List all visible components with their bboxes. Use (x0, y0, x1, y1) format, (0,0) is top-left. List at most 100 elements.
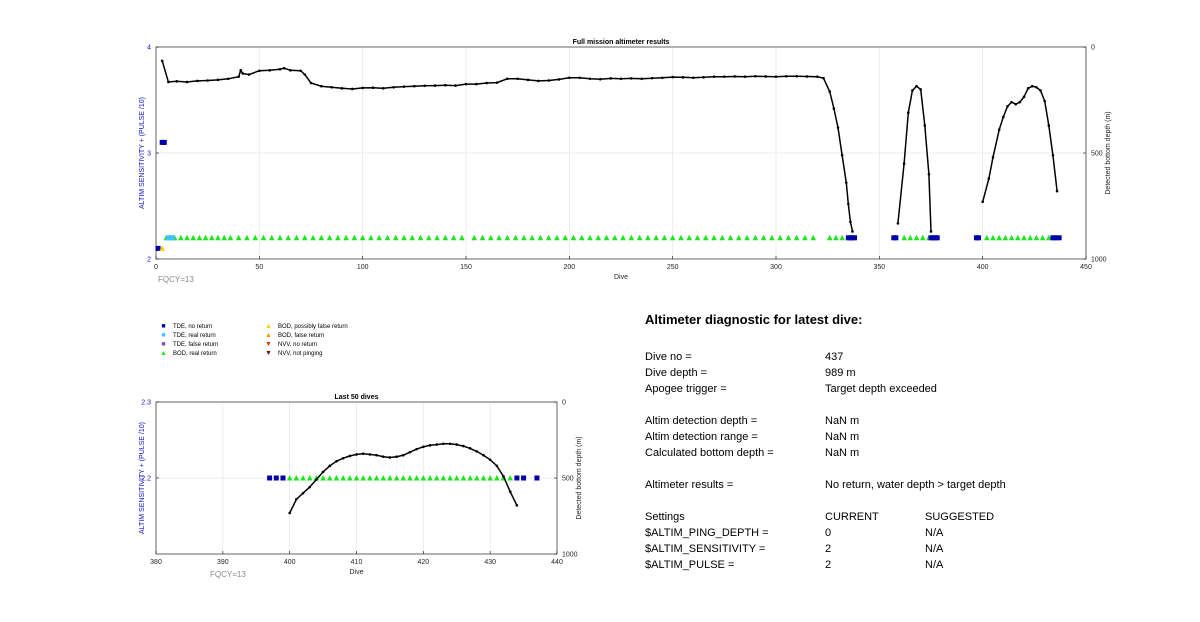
bottom-depth-point (442, 442, 445, 446)
bod-triangle-point (286, 475, 293, 481)
bottom-depth-point (309, 81, 313, 85)
bod-triangle-point (901, 234, 907, 241)
bottom-depth-point (911, 89, 914, 92)
legend-label: NVV, no return (278, 342, 318, 348)
bottom-depth-point (423, 84, 426, 88)
bod-triangle-point (769, 234, 775, 241)
bottom-depth-point (1043, 99, 1046, 103)
x-tick-label: 430 (484, 559, 496, 566)
bod-triangle-point (669, 234, 676, 241)
bod-triangle-point (661, 234, 668, 241)
bod-triangle-point (919, 234, 926, 241)
bod-triangle-point (318, 234, 325, 241)
bod-triangle-point (702, 234, 709, 241)
bottom-depth-point (1010, 100, 1013, 104)
bod-triangle-point (440, 475, 447, 481)
bottom-depth-point (650, 76, 654, 80)
bottom-depth-point (435, 443, 439, 446)
bottom-depth-point (923, 124, 927, 127)
bottom-depth-point (661, 76, 664, 80)
bod-triangle-point (694, 234, 701, 241)
bod-triangle-point (603, 234, 610, 241)
sensitivity-suggested: N/A (925, 543, 944, 555)
bod-triangle-point (453, 475, 460, 481)
bod-triangle-point (620, 234, 626, 241)
bottom-depth-point (278, 67, 282, 71)
bod-triangle-point (487, 475, 493, 481)
bottom-depth-point (692, 76, 695, 80)
y-tick-label: 2.2 (141, 476, 151, 483)
bottom-depth-point (315, 478, 318, 481)
x-tick-label: 0 (154, 264, 158, 271)
diagnostic-panel: Altimeter diagnostic for latest dive: Di… (645, 312, 1165, 573)
tde-square-point (267, 475, 273, 481)
legend-label: BOD, false return (278, 333, 325, 339)
bottom-depth-point (840, 153, 844, 157)
bottom-depth-point (308, 485, 312, 489)
dive-no-value: 437 (825, 351, 844, 363)
bottom-depth-point (464, 82, 468, 86)
bottom-depth-point (987, 177, 991, 180)
bod-triangle-point (810, 234, 816, 241)
tde-square-point (934, 235, 940, 241)
bod-triangle-point (252, 234, 258, 241)
bod-triangle-point (507, 475, 514, 481)
bod-triangle-point (353, 475, 360, 481)
x-axis-label: Dive (614, 274, 628, 281)
bod-triangle-point (333, 475, 340, 481)
bottom-depth-point (428, 444, 432, 447)
bod-triangle-point (467, 475, 473, 481)
bod-triangle-point (190, 234, 196, 241)
tde-square-point (280, 475, 286, 481)
bod-triangle-point (1015, 234, 1021, 241)
x-tick-label: 50 (255, 264, 263, 271)
bottom-depth-point (723, 75, 726, 78)
bottom-depth-point (836, 126, 840, 129)
bottom-depth-point (832, 107, 836, 110)
bod-triangle-point (326, 475, 333, 481)
triangle-up-marker-icon: ▲ (160, 350, 167, 357)
bottom-depth-point (896, 222, 900, 225)
results-label: Altimeter results = (645, 479, 734, 491)
bottom-depth-point (268, 69, 271, 72)
bod-triangle-point (996, 234, 1002, 241)
sensitivity-label: $ALTIM_SENSITIVITY = (645, 543, 766, 555)
bod-triangle-point (442, 234, 449, 241)
bod-triangle-point (387, 475, 393, 481)
tde-square-point (1056, 235, 1062, 241)
bod-triangle-point (285, 234, 292, 241)
legend-item-bod-possibly-false: ▲ BOD, possibly false return (265, 322, 348, 332)
bottom-depth-point (413, 84, 416, 88)
legend-label: BOD, possibly false return (278, 324, 348, 330)
calc-bottom-value: NaN m (825, 447, 860, 459)
x-tick-label: 250 (667, 264, 679, 271)
bod-triangle-point (636, 234, 643, 241)
bottom-depth-point (526, 78, 530, 82)
bod-triangle-point (1021, 234, 1027, 241)
bod-triangle-point (306, 475, 313, 481)
pulse-suggested: N/A (925, 559, 944, 571)
x-tick-label: 300 (770, 264, 782, 271)
bottom-depth-point (640, 77, 643, 81)
y2-tick-label: 1000 (1091, 257, 1107, 264)
y-axis-label: ALTIM SENSITIVITY + (PULSE /10) (139, 97, 146, 209)
bod-triangle-point (839, 234, 845, 241)
tde-square-point (514, 475, 520, 481)
bottom-depth-point (851, 230, 854, 233)
bod-triangle-point (727, 234, 734, 241)
bottom-depth-point (355, 453, 358, 456)
bottom-depth-point (1018, 100, 1022, 104)
bottom-depth-point (196, 79, 199, 83)
bottom-depth-point (371, 86, 375, 90)
bottom-depth-point (239, 69, 243, 72)
bod-triangle-point (368, 234, 374, 241)
bottom-depth-point (237, 75, 240, 78)
bottom-depth-point (1014, 102, 1018, 106)
settings-header-row: Settings CURRENT SUGGESTED (645, 509, 1165, 525)
bottom-depth-point (482, 453, 485, 457)
bod-triangle-point (504, 234, 511, 241)
bottom-depth-point (381, 455, 385, 459)
bottom-depth-point (1035, 85, 1038, 89)
x-tick-label: 450 (1080, 264, 1092, 271)
y2-tick-label: 1000 (562, 552, 578, 559)
